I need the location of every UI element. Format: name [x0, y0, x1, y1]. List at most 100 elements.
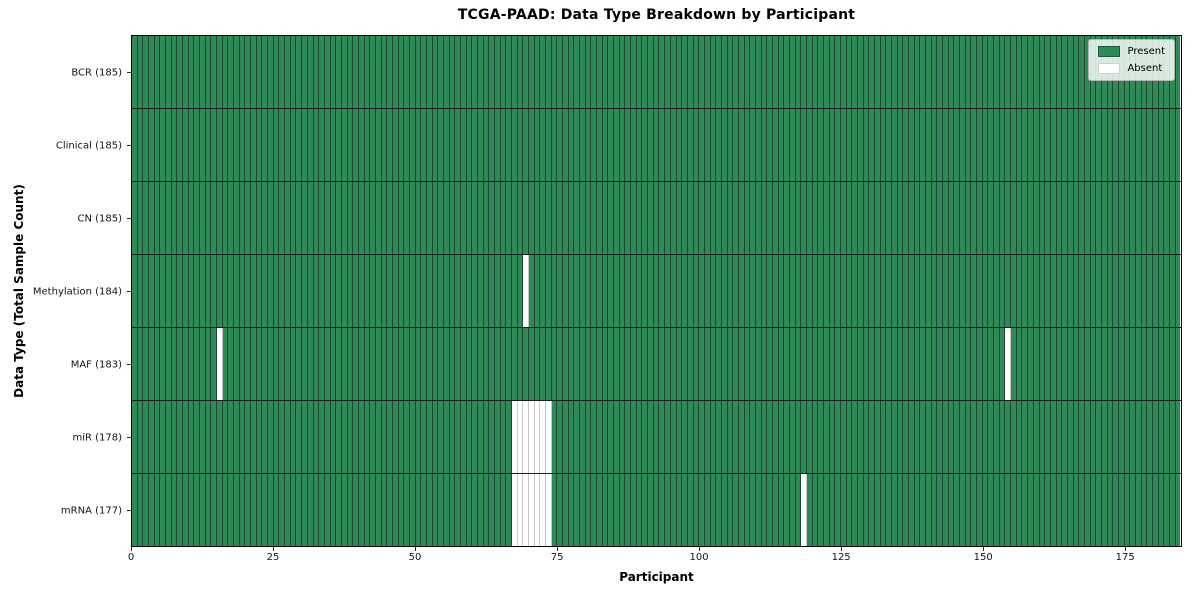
participant-cell	[404, 328, 410, 400]
participant-cell	[806, 474, 813, 546]
participant-cell	[449, 328, 456, 400]
participant-cell	[1118, 474, 1125, 546]
participant-cell	[892, 109, 898, 181]
participant-cell	[534, 182, 541, 254]
participant-cell	[954, 182, 961, 254]
participant-cell	[648, 328, 654, 400]
participant-cell	[489, 255, 495, 327]
participant-cell	[1056, 182, 1063, 254]
participant-cell	[863, 255, 870, 327]
participant-cell	[1033, 401, 1040, 473]
participant-cell	[806, 109, 813, 181]
participant-cell	[920, 474, 927, 546]
participant-cell	[1011, 474, 1017, 546]
participant-cell	[154, 328, 161, 400]
participant-cell	[307, 474, 314, 546]
participant-cell	[631, 401, 637, 473]
participant-cell	[313, 255, 320, 327]
participant-cell	[262, 255, 269, 327]
participant-cell	[563, 474, 569, 546]
participant-cell	[755, 36, 762, 108]
participant-cell	[205, 328, 212, 400]
participant-cell	[687, 182, 694, 254]
participant-cell	[789, 109, 796, 181]
participant-cell	[387, 401, 393, 473]
x-tick-mark	[841, 547, 843, 551]
participant-cell	[375, 109, 382, 181]
participant-cell	[143, 36, 150, 108]
x-axis-title: Participant	[619, 570, 694, 584]
participant-cell	[670, 182, 677, 254]
participant-cell	[1056, 401, 1063, 473]
participant-cell	[931, 109, 938, 181]
participant-cell	[523, 328, 530, 400]
participant-cell	[948, 36, 955, 108]
participant-cell	[438, 109, 444, 181]
participant-cell	[1158, 474, 1165, 546]
participant-cell	[495, 36, 501, 108]
participant-cell	[387, 36, 393, 108]
participant-cell	[256, 328, 263, 400]
participant-cell	[370, 474, 376, 546]
participant-cell	[948, 328, 955, 400]
participant-cell	[1045, 401, 1051, 473]
participant-cell	[285, 182, 291, 254]
participant-cell	[806, 182, 813, 254]
participant-cell	[778, 255, 785, 327]
participant-cell	[840, 401, 847, 473]
participant-cell	[296, 36, 303, 108]
participant-cell	[829, 401, 836, 473]
participant-cell	[557, 401, 564, 473]
participant-cell	[1016, 401, 1023, 473]
participant-cell	[778, 109, 785, 181]
participant-cell	[960, 401, 966, 473]
participant-cell	[171, 36, 178, 108]
participant-cell	[710, 474, 717, 546]
participant-cell	[551, 474, 558, 546]
participant-cell	[858, 401, 864, 473]
participant-cell	[699, 328, 705, 400]
participant-cell	[1147, 328, 1153, 400]
participant-cell	[290, 182, 297, 254]
participant-cell	[716, 109, 722, 181]
participant-cell	[392, 182, 399, 254]
participant-cell	[636, 182, 643, 254]
participant-cell	[903, 109, 910, 181]
participant-cell	[750, 182, 756, 254]
participant-cell	[211, 401, 218, 473]
participant-cell	[869, 182, 876, 254]
participant-cell	[704, 109, 711, 181]
participant-cell	[438, 474, 444, 546]
participant-cell	[772, 474, 779, 546]
participant-cell	[506, 255, 513, 327]
participant-cell	[863, 401, 870, 473]
participant-cell	[1039, 401, 1046, 473]
participant-cell	[358, 401, 365, 473]
participant-cell	[200, 401, 206, 473]
participant-cell	[273, 474, 280, 546]
participant-cell	[1005, 474, 1012, 546]
participant-cell	[364, 182, 371, 254]
y-tick-label: Clinical (185)	[55, 140, 122, 152]
legend-item-absent: Absent	[1098, 63, 1165, 74]
participant-cell	[625, 109, 632, 181]
participant-cell	[625, 182, 632, 254]
participant-cell	[977, 474, 983, 546]
participant-cell	[597, 36, 603, 108]
participant-cell	[954, 328, 961, 400]
participant-cell	[846, 328, 853, 400]
participant-cell	[1005, 109, 1012, 181]
participant-cell	[914, 328, 921, 400]
participant-cell	[1113, 328, 1119, 400]
participant-cell	[568, 109, 575, 181]
participant-cell	[460, 474, 467, 546]
participant-cell	[1073, 328, 1080, 400]
participant-cell	[290, 474, 297, 546]
participant-cell	[460, 36, 467, 108]
participant-cell	[801, 255, 807, 327]
participant-cell	[426, 182, 433, 254]
participant-cell	[285, 401, 291, 473]
participant-cell	[994, 182, 1000, 254]
participant-cell	[1113, 474, 1119, 546]
participant-cell	[846, 36, 853, 108]
